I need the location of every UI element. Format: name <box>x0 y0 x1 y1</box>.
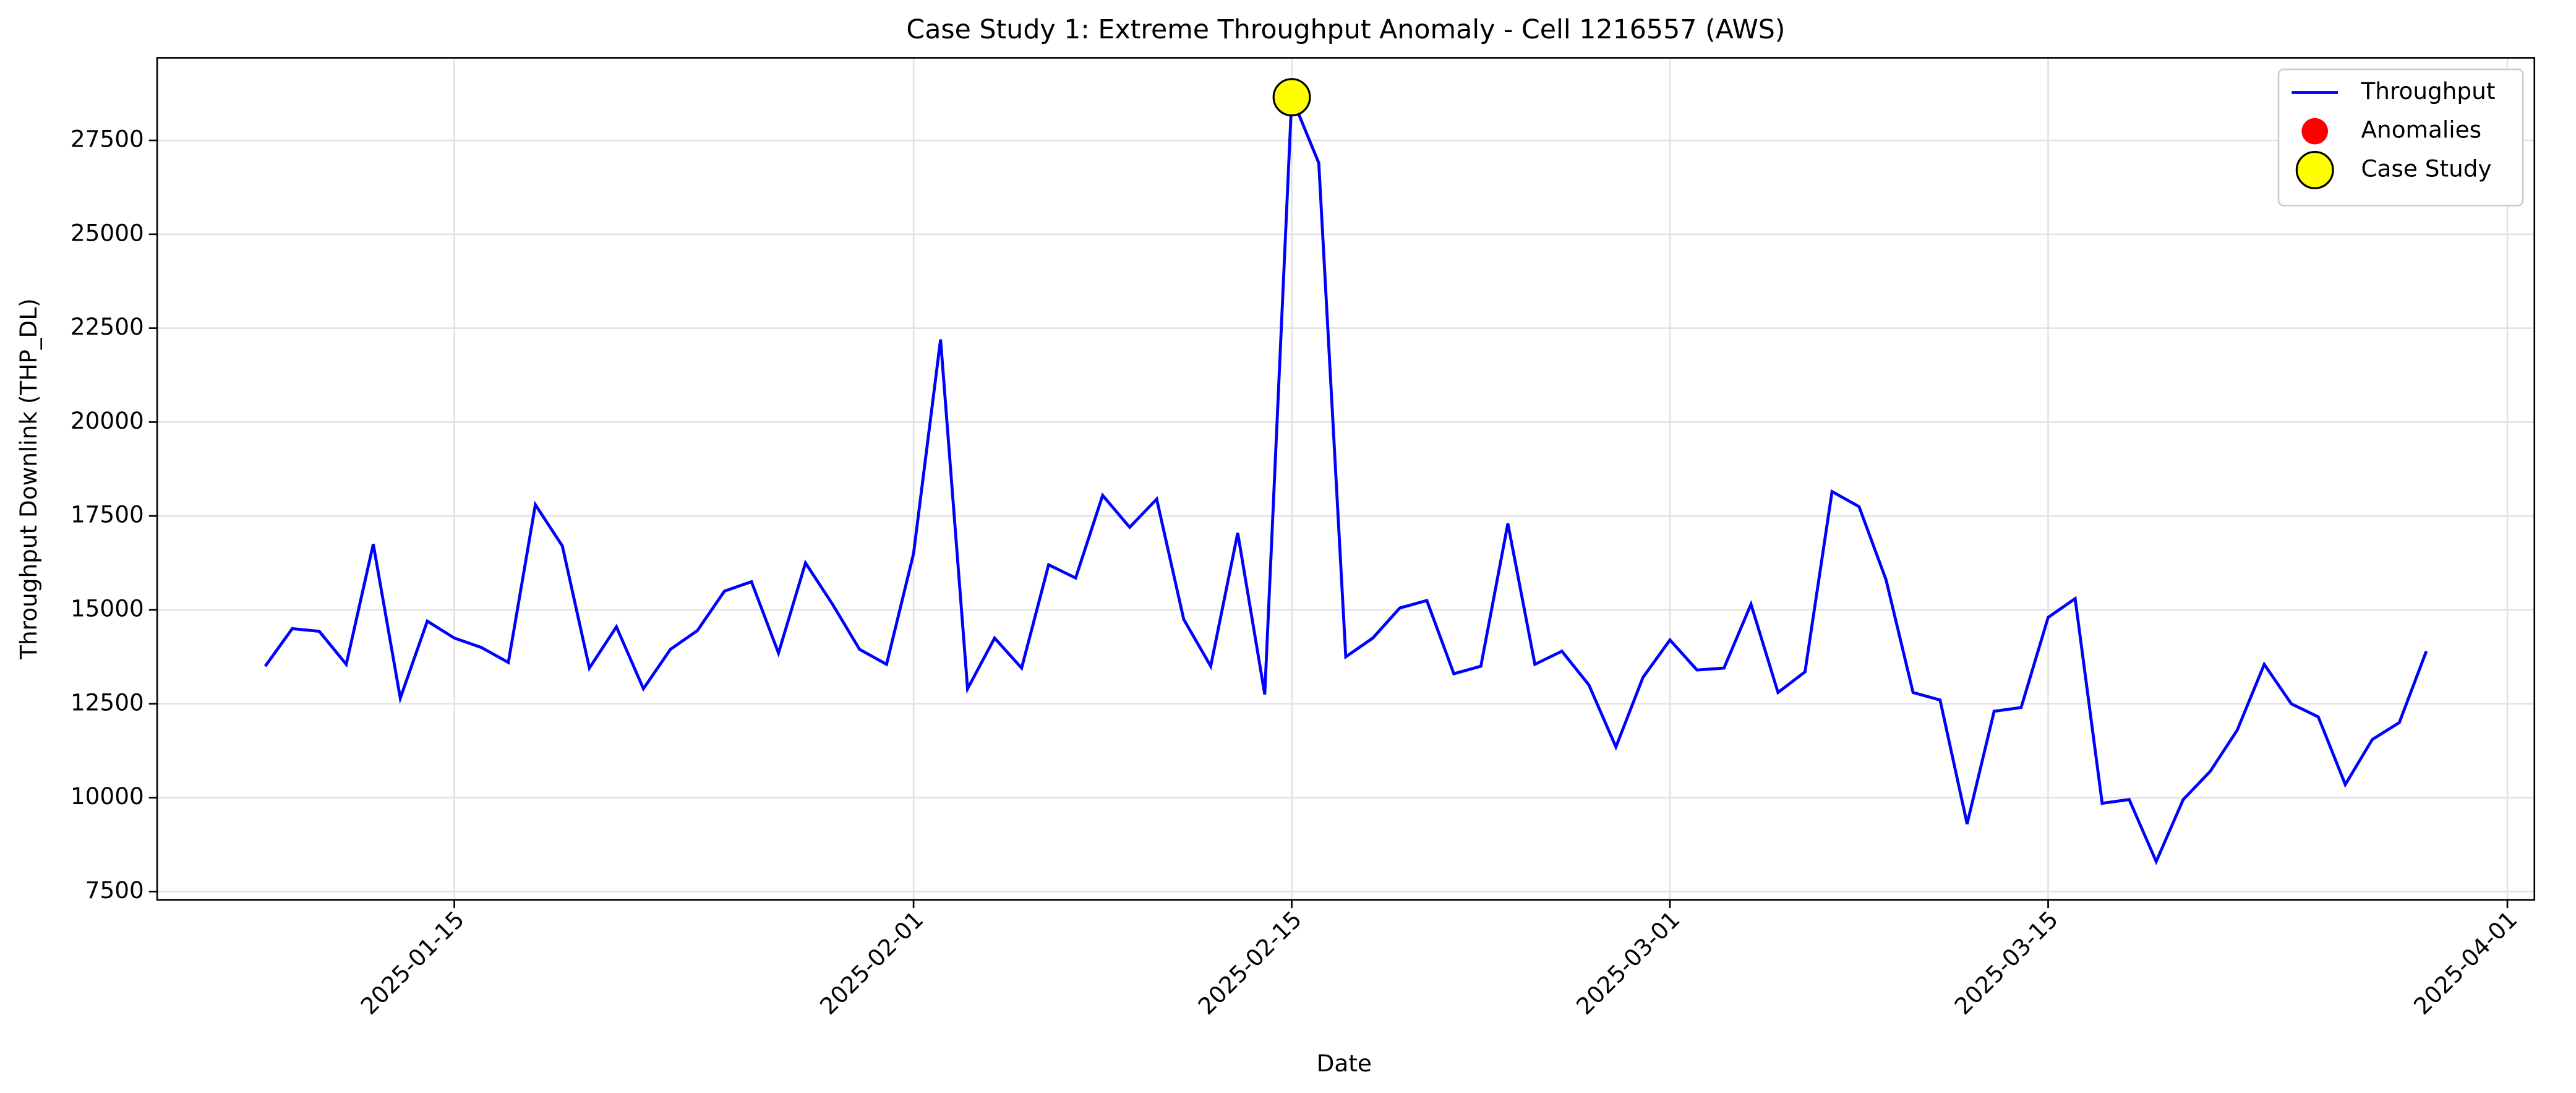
plot-area <box>263 78 2428 865</box>
legend: Throughput Anomalies Case Study <box>2277 68 2524 207</box>
case-study-point <box>1272 78 1311 117</box>
data-line <box>263 96 2428 865</box>
x-axis-label: Date <box>1317 1050 1372 1077</box>
x-tick-label: 2025-02-15 <box>1192 906 1307 1020</box>
x-tick-label: 2025-02-01 <box>815 906 929 1020</box>
chart-title: Case Study 1: Extreme Throughput Anomaly… <box>906 14 1785 45</box>
legend-box <box>2277 68 2524 207</box>
x-tick-label: 2025-03-01 <box>1571 906 1685 1020</box>
y-tick-label: 20000 <box>71 407 144 434</box>
legend-swatch <box>2301 118 2329 145</box>
x-tick-label: 2025-04-01 <box>2408 906 2523 1020</box>
legend-label: Case Study <box>2361 155 2491 182</box>
y-axis-label: Throughput Downlink (THP_DL) <box>15 298 42 660</box>
y-tick-label: 10000 <box>71 782 144 810</box>
y-tick-label: 22500 <box>71 313 144 340</box>
y-tick-label: 7500 <box>85 877 144 904</box>
y-tick-label: 15000 <box>71 594 144 622</box>
y-tick-label: 27500 <box>71 125 144 152</box>
grid <box>157 58 2535 900</box>
y-tick-label: 17500 <box>71 501 144 528</box>
x-tick-label: 2025-01-15 <box>355 906 469 1020</box>
legend-label: Throughput <box>2360 77 2495 105</box>
x-tick-label: 2025-03-15 <box>1949 906 2063 1020</box>
legend-swatch <box>2295 150 2334 189</box>
axes-frame <box>156 57 2536 901</box>
y-tick-label: 25000 <box>71 219 144 246</box>
y-tick-label: 12500 <box>71 688 144 716</box>
legend-label: Anomalies <box>2361 116 2481 144</box>
